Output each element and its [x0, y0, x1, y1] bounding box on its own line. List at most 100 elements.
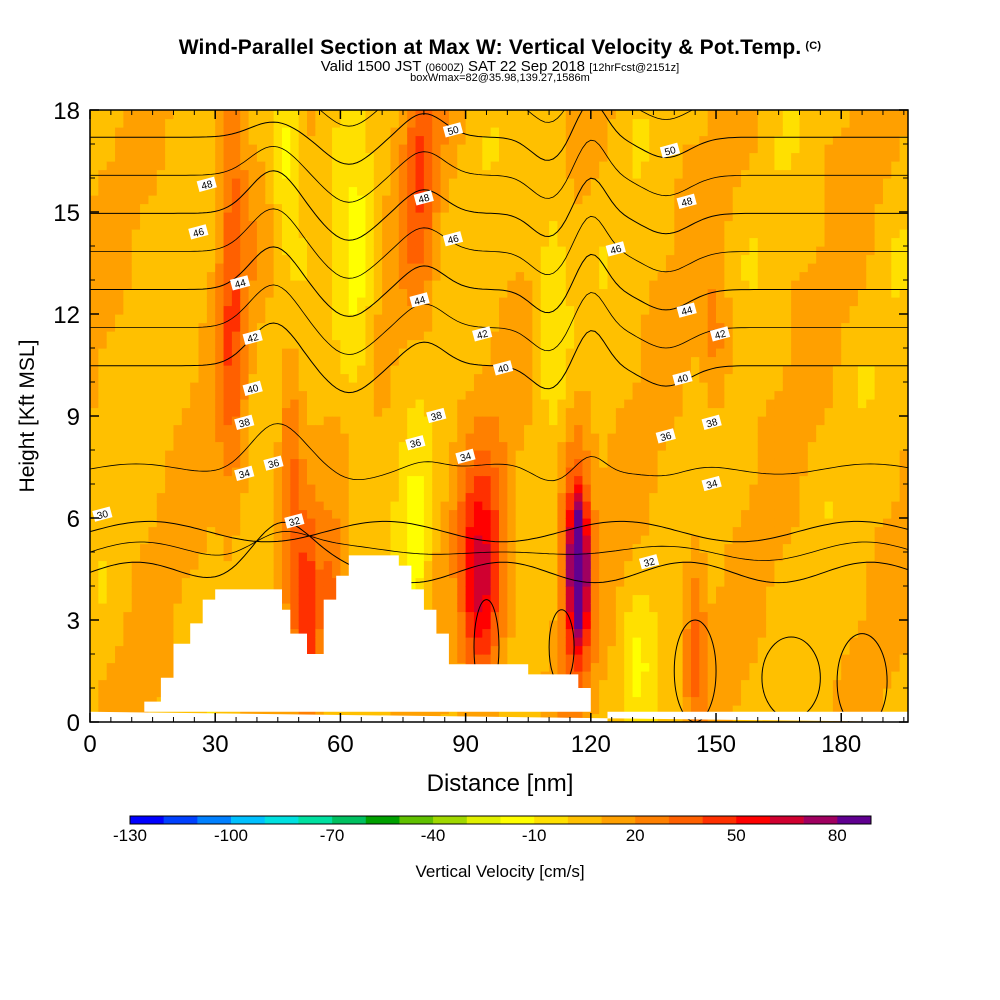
w-cell	[131, 688, 141, 698]
w-cell	[524, 433, 533, 443]
w-cell	[332, 373, 342, 383]
w-cell	[307, 628, 316, 638]
w-cell	[190, 594, 200, 604]
w-cell	[473, 254, 483, 264]
chart-title: Wind-Parallel Section at Max W: Vertical…	[178, 36, 822, 59]
w-cell	[557, 390, 567, 400]
w-cell	[440, 628, 450, 638]
w-cell	[473, 382, 483, 392]
w-cell	[624, 645, 634, 655]
w-cell	[348, 127, 358, 137]
w-cell	[632, 603, 642, 613]
w-cell	[382, 509, 392, 519]
w-cell	[290, 441, 300, 451]
w-cell	[348, 501, 358, 511]
w-cell	[390, 441, 400, 451]
w-cell	[482, 543, 492, 553]
w-cell	[448, 186, 458, 196]
w-cell	[307, 220, 316, 230]
w-cell	[290, 288, 300, 298]
w-cell	[624, 118, 634, 128]
w-cell	[440, 407, 450, 417]
w-cell	[323, 407, 333, 417]
w-cell	[415, 280, 425, 290]
w-cell	[256, 535, 266, 545]
w-cell	[582, 186, 592, 196]
w-cell	[231, 424, 241, 434]
w-cell	[482, 399, 492, 409]
w-cell	[382, 365, 392, 375]
w-cell	[348, 407, 358, 417]
w-cell	[465, 484, 475, 494]
w-cell	[473, 110, 483, 120]
w-cell	[148, 407, 158, 417]
w-cell	[565, 637, 575, 647]
w-cell	[173, 195, 183, 205]
w-cell	[423, 552, 433, 562]
w-cell	[565, 569, 575, 579]
w-cell	[181, 271, 191, 281]
w-cell	[256, 433, 266, 443]
w-cell	[607, 654, 617, 664]
w-cell	[407, 467, 417, 477]
w-cell	[590, 382, 600, 392]
w-cell	[432, 560, 442, 570]
w-cell	[123, 288, 133, 298]
w-cell	[298, 110, 308, 120]
w-cell	[181, 152, 191, 162]
w-cell	[565, 654, 575, 664]
w-cell	[98, 560, 108, 570]
w-cell	[507, 254, 517, 264]
w-cell	[231, 178, 241, 188]
w-cell	[640, 441, 650, 451]
w-cell	[540, 178, 550, 188]
w-cell	[599, 484, 609, 494]
w-cell	[448, 424, 458, 434]
w-cell	[298, 365, 308, 375]
w-cell	[440, 467, 450, 477]
w-cell	[148, 603, 158, 613]
w-cell	[615, 382, 625, 392]
w-cell	[382, 280, 392, 290]
w-cell	[307, 526, 316, 536]
w-cell	[206, 127, 216, 137]
w-cell	[365, 458, 375, 468]
w-cell	[90, 637, 99, 647]
w-cell	[223, 220, 233, 230]
w-cell	[490, 237, 500, 247]
w-cell	[165, 594, 175, 604]
w-cell	[415, 569, 425, 579]
w-cell	[281, 348, 291, 358]
w-cell	[173, 382, 183, 392]
w-cell	[281, 526, 291, 536]
w-cell	[173, 569, 183, 579]
w-cell	[290, 195, 300, 205]
w-cell	[473, 263, 483, 273]
w-cell	[574, 118, 584, 128]
w-cell	[373, 373, 383, 383]
w-cell	[515, 501, 525, 511]
w-cell	[473, 620, 483, 630]
w-cell	[624, 399, 634, 409]
w-cell	[290, 339, 300, 349]
w-cell	[415, 390, 425, 400]
w-cell	[298, 501, 308, 511]
w-cell	[165, 441, 175, 451]
w-cell	[640, 569, 650, 579]
w-cell	[440, 594, 450, 604]
w-cell	[181, 518, 191, 528]
w-cell	[198, 560, 208, 570]
w-cell	[549, 237, 559, 247]
w-cell	[649, 246, 659, 256]
w-cell	[415, 246, 425, 256]
w-cell	[231, 186, 241, 196]
w-cell	[524, 526, 533, 536]
w-cell	[315, 237, 325, 247]
w-cell	[574, 509, 584, 519]
w-cell	[423, 152, 433, 162]
w-cell	[582, 254, 592, 264]
w-cell	[524, 118, 533, 128]
w-cell	[98, 220, 108, 230]
w-cell	[98, 569, 108, 579]
w-cell	[348, 271, 358, 281]
